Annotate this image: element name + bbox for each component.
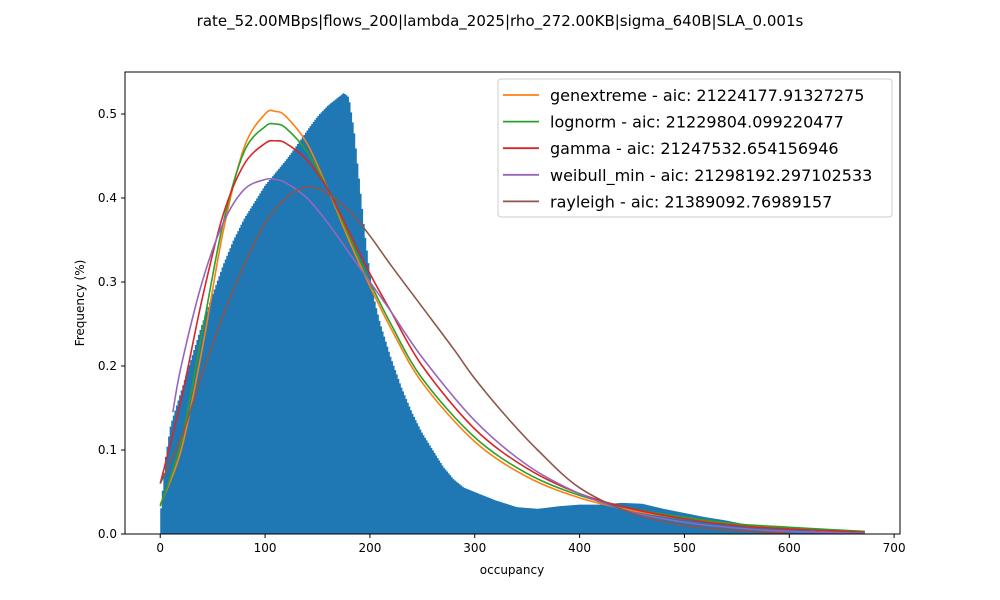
y-axis: 0.0 0.1 0.2 0.3 0.4 0.5 — [98, 107, 125, 541]
x-tick-label: 0 — [156, 541, 164, 555]
chart-title: rate_52.00MBps|flows_200|lambda_2025|rho… — [197, 12, 804, 31]
y-tick-label: 0.3 — [98, 275, 117, 289]
y-tick-label: 0.4 — [98, 191, 117, 205]
y-tick-label: 0.1 — [98, 443, 117, 457]
x-tick-label: 100 — [254, 541, 277, 555]
x-axis: 0 100 200 300 400 500 600 700 — [156, 534, 905, 555]
legend-entry: rayleigh - aic: 21389092.76989157 — [550, 192, 832, 211]
x-tick-label: 600 — [778, 541, 801, 555]
x-tick-label: 500 — [673, 541, 696, 555]
legend-entry: gamma - aic: 21247532.654156946 — [550, 139, 839, 158]
x-tick-label: 200 — [358, 541, 381, 555]
y-axis-label: Frequency (%) — [73, 260, 87, 347]
legend-entry: lognorm - aic: 21229804.099220477 — [550, 113, 844, 132]
legend: genextreme - aic: 21224177.91327275 logno… — [498, 79, 892, 217]
legend-entry: genextreme - aic: 21224177.91327275 — [550, 86, 864, 105]
y-tick-label: 0.5 — [98, 107, 117, 121]
x-tick-label: 400 — [568, 541, 591, 555]
x-tick-label: 700 — [883, 541, 906, 555]
x-axis-label: occupancy — [480, 563, 544, 577]
y-tick-label: 0.2 — [98, 359, 117, 373]
x-tick-label: 300 — [463, 541, 486, 555]
y-tick-label: 0.0 — [98, 527, 117, 541]
legend-entry: weibull_min - aic: 21298192.297102533 — [550, 166, 872, 186]
